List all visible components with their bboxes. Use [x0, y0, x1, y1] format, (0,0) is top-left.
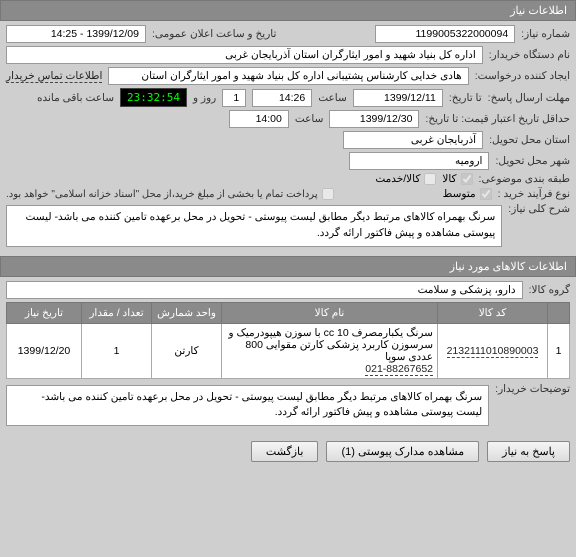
general-desc-label: شرح کلی نیاز:: [508, 203, 570, 215]
need-no-label: شماره نیاز:: [521, 28, 570, 40]
reply-button[interactable]: پاسخ به نیاز: [487, 441, 570, 462]
low-cb-label: متوسط: [443, 188, 476, 200]
days-label: روز و: [193, 92, 216, 104]
province-label: استان محل تحویل:: [489, 134, 570, 146]
cell-qty: 1: [82, 323, 152, 378]
cell-idx: 1: [548, 323, 570, 378]
back-button[interactable]: بازگشت: [251, 441, 319, 462]
table-header-row: کد کالا نام کالا واحد شمارش تعداد / مقدا…: [7, 302, 570, 323]
remain-days-field: 1: [222, 89, 246, 107]
service-checkbox-group: کالا/خدمت: [375, 173, 436, 185]
city-label: شهر محل تحویل:: [495, 155, 570, 167]
action-button-row: پاسخ به نیاز مشاهده مدارک پیوستی (1) باز…: [0, 435, 576, 468]
purchase-type-label: نوع فرآیند خرید :: [498, 188, 570, 200]
goods-phone-link[interactable]: 021-88267652: [365, 363, 433, 376]
col-idx: [548, 302, 570, 323]
goods-cb-label: کالا: [442, 173, 456, 185]
goods-checkbox-group: کالا: [442, 173, 472, 185]
valid-time-label: ساعت: [295, 113, 324, 125]
buyer-notes-label: توضیحات خریدار:: [495, 383, 570, 395]
valid-date-field: 1399/12/30: [329, 110, 419, 128]
deadline-label: مهلت ارسال پاسخ:: [488, 92, 570, 104]
partial-pay-label: پرداخت تمام یا بخشی از مبلغ خرید،از محل …: [6, 189, 318, 200]
partial-pay-group: پرداخت تمام یا بخشی از مبلغ خرید،از محل …: [6, 188, 334, 200]
buyer-org-label: نام دستگاه خریدار:: [489, 49, 570, 61]
col-code: کد کالا: [438, 302, 548, 323]
table-row: 1 2132111010890003 سرنگ یکبارمصرف 10 cc …: [7, 323, 570, 378]
col-name: نام کالا: [222, 302, 438, 323]
need-group-label: طبقه بندی موضوعی:: [479, 173, 570, 185]
countdown-timer: 23:32:54: [120, 88, 187, 107]
buyer-notes-box: سرنگ بهمراه کالاهای مرتبط دیگر مطابق لیس…: [6, 385, 489, 427]
partial-pay-checkbox: [322, 188, 334, 200]
province-field: آذربایجان غربی: [343, 131, 483, 149]
info-section-header: اطلاعات نیاز: [0, 0, 576, 21]
col-qty: تعداد / مقدار: [82, 302, 152, 323]
col-date: تاریخ نیاز: [7, 302, 82, 323]
attachments-button[interactable]: مشاهده مدارک پیوستی (1): [326, 441, 479, 462]
goods-group-label: گروه کالا:: [529, 284, 570, 296]
cell-date: 1399/12/20: [7, 323, 82, 378]
goods-name-text: سرنگ یکبارمصرف 10 cc با سوزن هیپودرمیک و…: [226, 327, 433, 363]
low-checkbox-group: متوسط: [443, 188, 492, 200]
general-desc-box: سرنگ بهمراه کالاهای مرتبط دیگر مطابق لیس…: [6, 205, 502, 247]
city-field: ارومیه: [349, 152, 489, 170]
goods-group-field: دارو، پزشکی و سلامت: [6, 281, 523, 299]
creator-label: ایجاد کننده درخواست:: [475, 70, 570, 82]
goods-section-header: اطلاعات کالاهای مورد نیاز: [0, 256, 576, 277]
goods-form: گروه کالا: دارو، پزشکی و سلامت کد کالا ن…: [0, 277, 576, 436]
cell-code: 2132111010890003: [438, 323, 548, 378]
remain-label: ساعت باقی مانده: [37, 92, 114, 104]
to-date-label: تا تاریخ:: [449, 92, 482, 104]
cell-name: سرنگ یکبارمصرف 10 cc با سوزن هیپودرمیک و…: [222, 323, 438, 378]
service-checkbox: [424, 173, 436, 185]
buyer-org-field: اداره کل بنیاد شهید و امور ایثارگران است…: [6, 46, 483, 64]
min-valid-label: حداقل تاریخ اعتبار قیمت: تا تاریخ:: [425, 113, 570, 125]
need-no-field: 1199005322000094: [375, 25, 515, 43]
announce-date-field: 1399/12/09 - 14:25: [6, 25, 146, 43]
service-cb-label: کالا/خدمت: [375, 173, 420, 185]
cell-unit: کارتن: [152, 323, 222, 378]
low-checkbox: [480, 188, 492, 200]
deadline-date-field: 1399/12/11: [353, 89, 443, 107]
deadline-time-field: 14:26: [252, 89, 312, 107]
valid-time-field: 14:00: [229, 110, 289, 128]
goods-code-link[interactable]: 2132111010890003: [447, 345, 539, 358]
need-info-form: شماره نیاز: 1199005322000094 تاریخ و ساع…: [0, 21, 576, 256]
buyer-contact-link[interactable]: اطلاعات تماس خریدار: [6, 70, 102, 83]
goods-table: کد کالا نام کالا واحد شمارش تعداد / مقدا…: [6, 302, 570, 379]
goods-checkbox: [461, 173, 473, 185]
announce-date-label: تاریخ و ساعت اعلان عمومی:: [152, 28, 276, 40]
creator-field: هادی خدایی کارشناس پشتیبانی اداره کل بنی…: [108, 67, 468, 85]
col-unit: واحد شمارش: [152, 302, 222, 323]
deadline-time-label: ساعت: [318, 92, 347, 104]
